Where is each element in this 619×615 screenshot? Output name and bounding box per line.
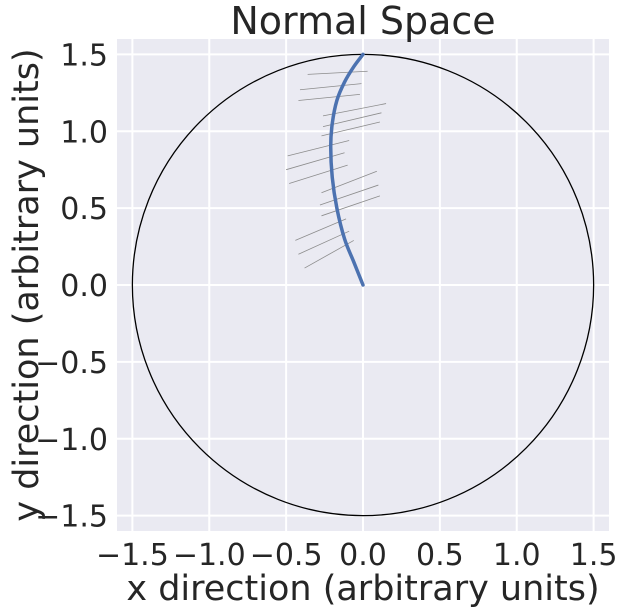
tangent-segment [287,140,350,157]
chart-title: Normal Space [230,0,495,43]
y-tick-label: 1.5 [60,38,108,73]
series-line-trajectory [328,52,365,287]
tangent-segment [289,164,348,184]
x-tick-label: 1.5 [570,538,618,573]
tangent-segment [319,184,379,206]
y-tick-label: −1.0 [35,423,108,458]
y-tick-label: 0.5 [60,192,108,227]
y-tick-label: −1.5 [35,500,108,535]
tangent-segment [298,230,350,255]
y-tick-labels: −1.5 −1.0 −0.5 0.0 0.5 1.0 1.5 [35,38,108,534]
y-tick-label: −0.5 [35,346,108,381]
x-axis-label: x direction (arbitrary units) [126,569,599,609]
tangent-segment [295,218,347,241]
x-tick-label: −0.5 [250,538,323,573]
tangent-segment [286,152,345,171]
tangent-segment [299,83,362,91]
x-tick-labels: −1.5 −1.0 −0.5 0.0 0.5 1.0 1.5 [96,538,618,573]
series-lines [328,52,365,287]
tangent-segment [321,195,381,217]
x-tick-label: −1.5 [96,538,169,573]
x-tick-label: −1.0 [173,538,246,573]
x-tick-label: 0.5 [416,538,464,573]
tangent-segment [321,170,377,194]
y-tick-label: 1.0 [60,115,108,150]
y-tick-label: 0.0 [60,269,108,304]
x-tick-label: 1.0 [493,538,541,573]
y-axis-label: y direction (arbitrary units) [7,48,47,521]
tangent-segment [298,93,360,101]
x-tick-label: 0.0 [339,538,387,573]
tangent-segment [307,70,368,75]
